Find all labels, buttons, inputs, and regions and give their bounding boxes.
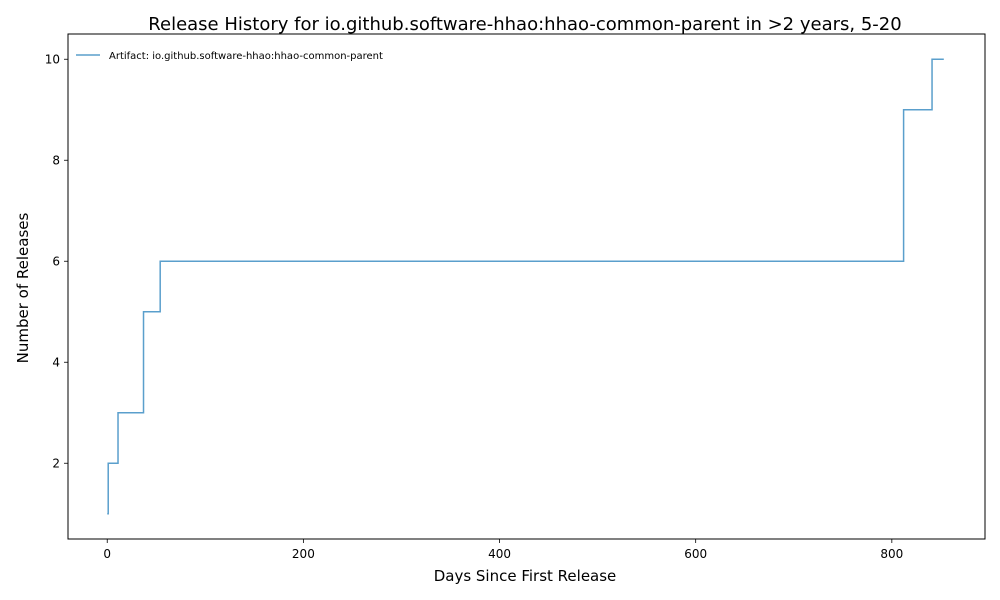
series-line	[107, 58, 944, 515]
x-tick-label: 200	[292, 547, 315, 561]
y-tick-label: 8	[52, 153, 60, 167]
y-tick-label: 2	[52, 456, 60, 470]
y-axis: 2 4 6 8 10	[45, 52, 68, 470]
x-tick-label: 400	[488, 547, 511, 561]
y-tick-label: 10	[45, 52, 60, 66]
chart-title: Release History for io.github.software-h…	[148, 14, 901, 35]
axes-frame	[67, 33, 986, 540]
x-tick-label: 600	[684, 547, 707, 561]
y-tick-label: 6	[52, 254, 60, 268]
y-axis-title: Number of Releases	[14, 212, 32, 363]
legend: Artifact: io.github.software-hhao:hhao-c…	[76, 51, 383, 62]
plot-area: 0 200 400 600 800 2 4 6 8 10	[45, 33, 986, 561]
x-tick-label: 0	[103, 547, 111, 561]
y-tick-label: 4	[52, 355, 60, 369]
x-axis-title: Days Since First Release	[434, 567, 617, 585]
x-axis: 0 200 400 600 800	[103, 539, 903, 561]
legend-label: Artifact: io.github.software-hhao:hhao-c…	[109, 51, 383, 62]
x-tick-label: 800	[880, 547, 903, 561]
